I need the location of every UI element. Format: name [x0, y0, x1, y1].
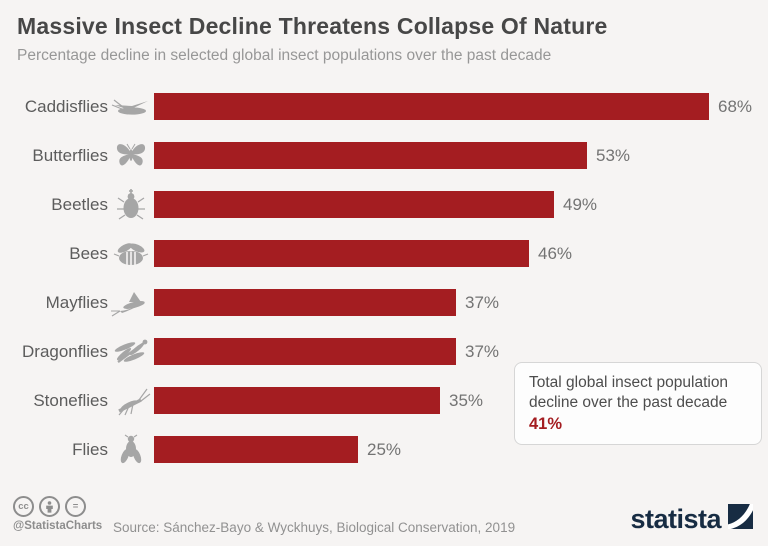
category-icon [108, 188, 154, 222]
no-derivatives-icon: = [65, 496, 86, 517]
value-label: 25% [367, 439, 402, 459]
category-label: Dragonflies [22, 341, 108, 361]
bar [154, 191, 554, 218]
statista-charts-handle: @StatistaCharts [13, 520, 103, 532]
source-text: Source: Sánchez-Bayo & Wyckhuys, Biologi… [113, 520, 516, 535]
bar-row: Stoneflies 35% [0, 376, 768, 425]
category-icon [108, 385, 154, 417]
category-label: Caddisflies [24, 96, 108, 116]
cc-icon: cc [13, 496, 34, 517]
value-label: 35% [449, 390, 484, 410]
bar [154, 338, 456, 365]
category-label: Mayflies [45, 292, 108, 312]
bar-row: Dragonflies 37% [0, 327, 768, 376]
beetle-icon [117, 188, 145, 220]
category-icon [108, 337, 154, 367]
attribution-person-icon [39, 496, 60, 517]
value-label: 53% [596, 145, 631, 165]
category-label: Bees [69, 243, 108, 263]
category-icon [108, 289, 154, 317]
bar-row: Beetles 49% [0, 180, 768, 229]
cc-license-icons: cc = [13, 496, 102, 517]
bee-icon [113, 242, 149, 265]
mayfly-icon [111, 291, 146, 316]
category-label: Beetles [51, 194, 108, 214]
category-label: Stoneflies [33, 390, 108, 410]
stonefly-icon [118, 388, 151, 415]
bar-row: Bees 46% [0, 229, 768, 278]
category-icon [108, 94, 154, 120]
statista-logo-text: statista [630, 503, 721, 534]
bar [154, 93, 709, 120]
dragonfly-icon [114, 339, 148, 363]
license-block: cc = @StatistaCharts [13, 496, 102, 532]
category-label: Flies [72, 439, 108, 459]
value-label: 68% [718, 96, 753, 116]
bar-row: Mayflies 37% [0, 278, 768, 327]
bar [154, 387, 440, 414]
page-subtitle: Percentage decline in selected global in… [17, 47, 552, 64]
bar-row: Butterflies 53% [0, 131, 768, 180]
value-label: 37% [465, 292, 500, 312]
header: Massive Insect Decline Threatens Collaps… [17, 13, 751, 65]
statista-logo: statista [630, 504, 753, 534]
category-icon [108, 434, 154, 466]
caddisfly-icon [111, 99, 148, 115]
bar-row: Caddisflies 68% [0, 82, 768, 131]
total-decline-callout: Total global insect population decline o… [514, 362, 762, 445]
butterfly-icon [116, 143, 146, 165]
category-icon [108, 140, 154, 172]
bar [154, 436, 358, 463]
bar [154, 142, 587, 169]
fly-icon [120, 434, 142, 463]
value-label: 49% [563, 194, 598, 214]
bar [154, 289, 456, 316]
statista-swoosh-icon [728, 504, 753, 534]
value-label: 37% [465, 341, 500, 361]
callout-value: 41% [529, 414, 563, 433]
bar-row: Flies 25% [0, 425, 768, 474]
page-title: Massive Insect Decline Threatens Collaps… [17, 13, 608, 39]
bar [154, 240, 529, 267]
category-label: Butterflies [32, 145, 108, 165]
value-label: 46% [538, 243, 573, 263]
category-icon [108, 239, 154, 269]
callout-text: Total global insect population decline o… [529, 374, 729, 411]
bar-chart: Caddisflies 68% Butterflies 53% Beetles 49% Be… [0, 82, 768, 474]
